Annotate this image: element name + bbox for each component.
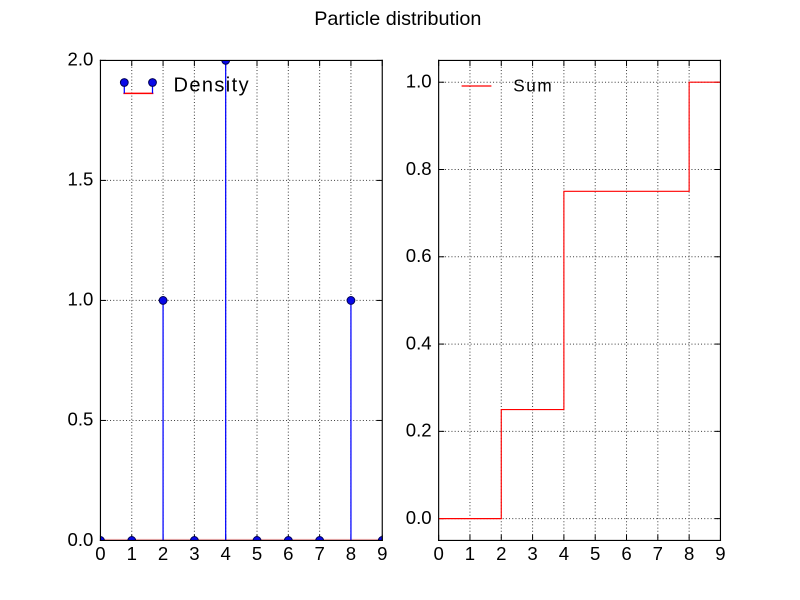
svg-text:4: 4 (221, 543, 231, 564)
svg-text:1: 1 (465, 543, 475, 564)
svg-text:0.2: 0.2 (406, 420, 432, 441)
svg-text:0.0: 0.0 (68, 529, 94, 550)
svg-text:Sum: Sum (513, 76, 553, 96)
svg-text:1: 1 (127, 543, 137, 564)
svg-text:4: 4 (559, 543, 569, 564)
svg-text:0.8: 0.8 (406, 158, 432, 179)
svg-text:1.0: 1.0 (406, 71, 432, 92)
svg-text:9: 9 (715, 543, 725, 564)
svg-text:7: 7 (653, 543, 663, 564)
svg-text:0.0: 0.0 (406, 507, 432, 528)
svg-text:8: 8 (346, 543, 356, 564)
svg-text:7: 7 (314, 543, 324, 564)
svg-text:2: 2 (496, 543, 506, 564)
svg-text:2.0: 2.0 (68, 49, 94, 70)
svg-text:Particle distribution: Particle distribution (314, 8, 481, 30)
svg-text:5: 5 (252, 543, 262, 564)
svg-text:3: 3 (527, 543, 537, 564)
svg-text:0.6: 0.6 (406, 245, 432, 266)
svg-text:0.4: 0.4 (406, 332, 432, 353)
svg-text:0.5: 0.5 (68, 409, 94, 430)
svg-text:0: 0 (433, 543, 443, 564)
svg-text:0: 0 (95, 543, 105, 564)
svg-text:1.5: 1.5 (68, 169, 94, 190)
svg-text:6: 6 (621, 543, 631, 564)
svg-text:5: 5 (590, 543, 600, 564)
svg-text:9: 9 (377, 543, 387, 564)
svg-text:Density: Density (174, 74, 251, 96)
svg-text:6: 6 (283, 543, 293, 564)
svg-text:8: 8 (684, 543, 694, 564)
svg-text:1.0: 1.0 (68, 289, 94, 310)
svg-text:2: 2 (158, 543, 168, 564)
svg-text:3: 3 (189, 543, 199, 564)
